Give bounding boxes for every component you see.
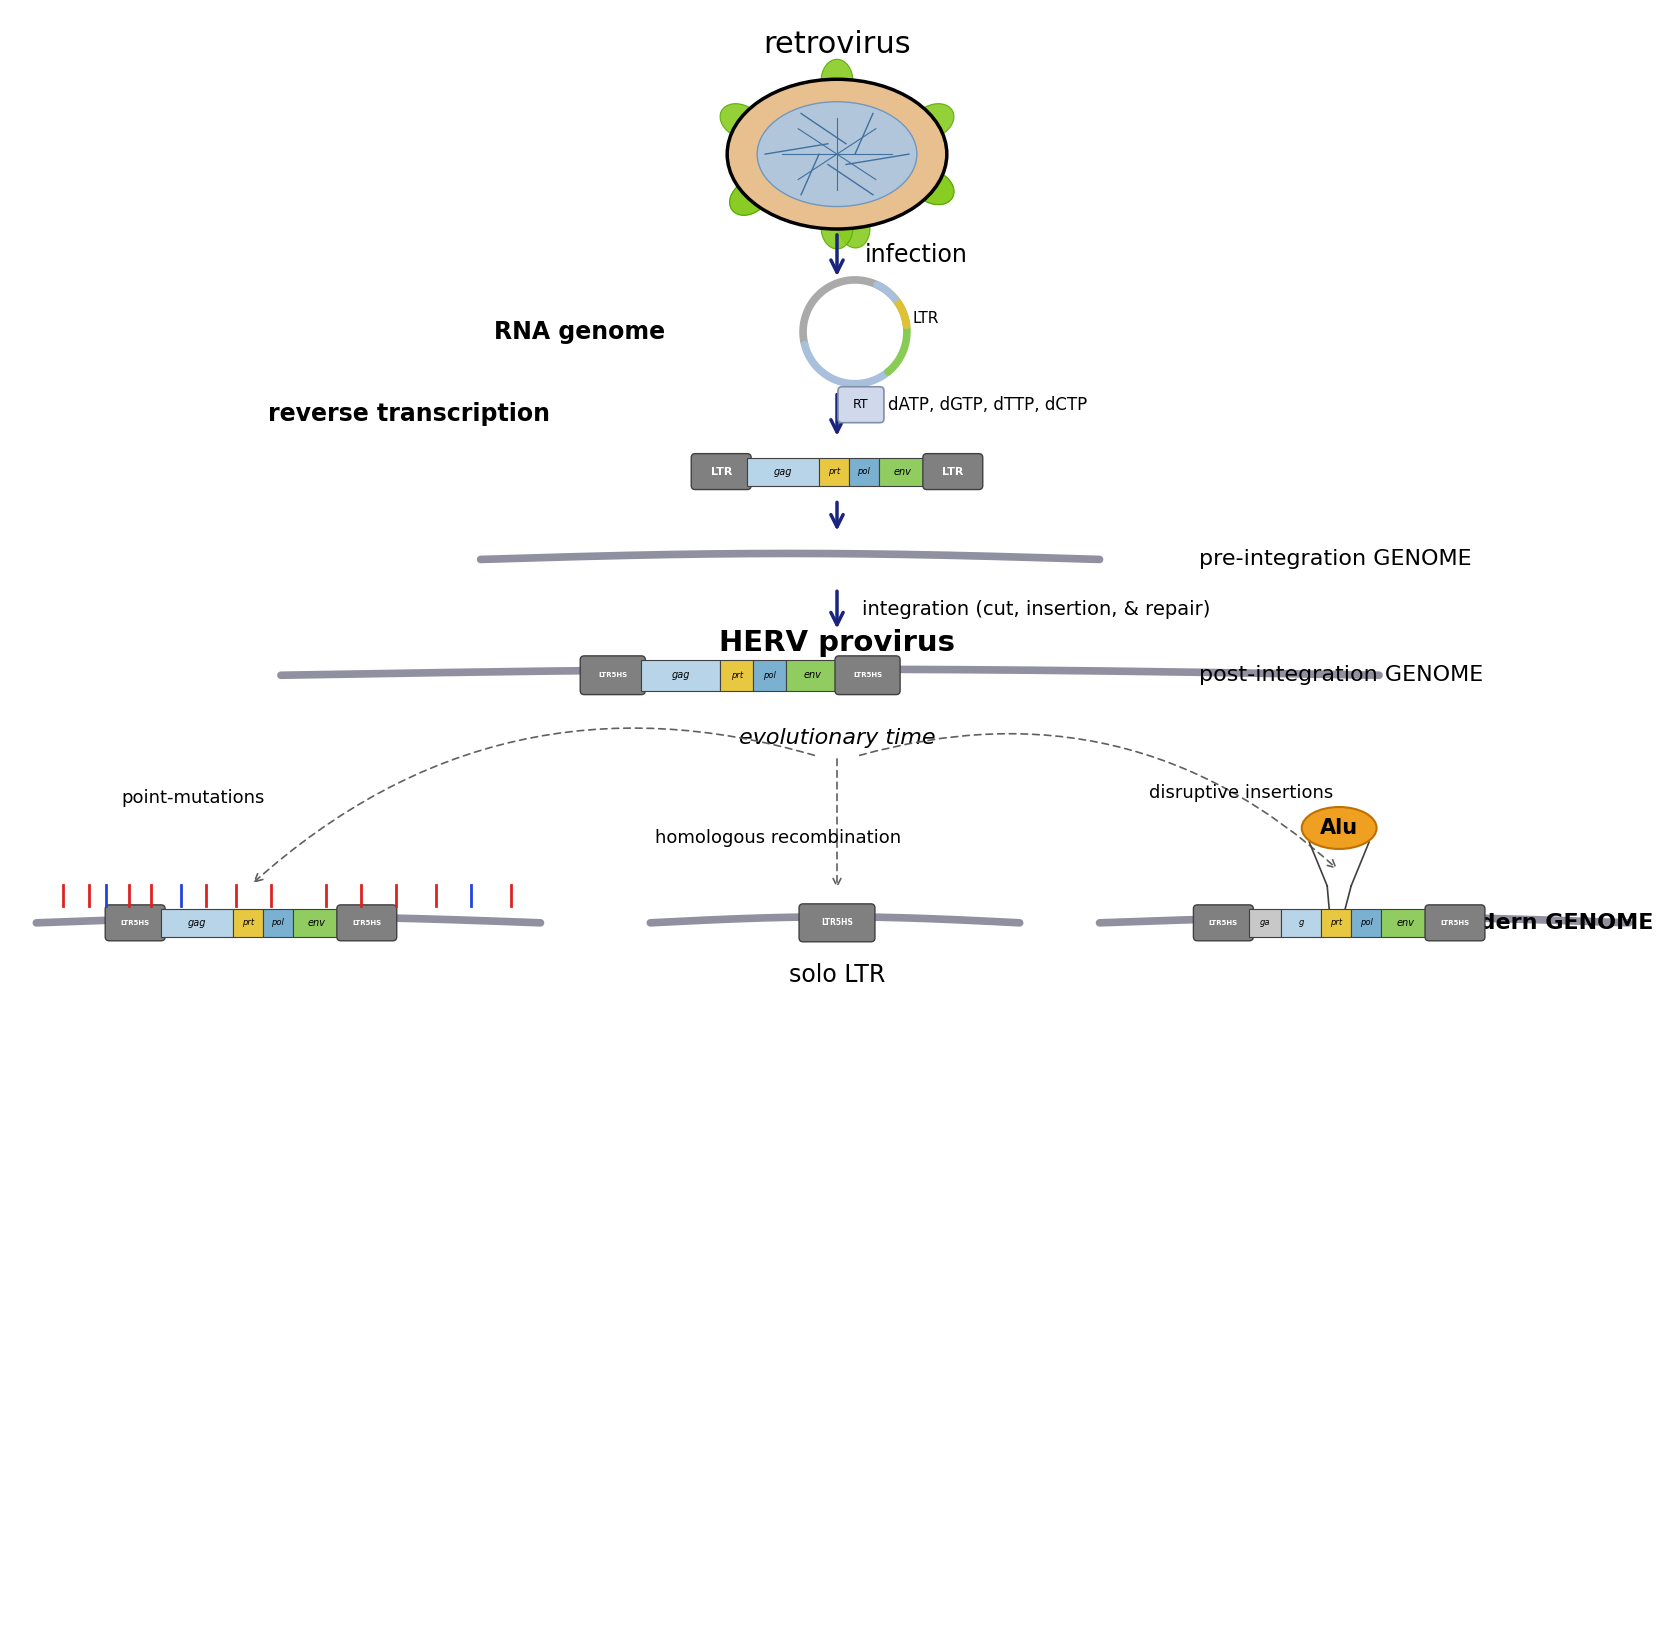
FancyBboxPatch shape	[838, 386, 884, 422]
Text: LTR5HS: LTR5HS	[853, 672, 883, 679]
Bar	[1352, 909, 1382, 937]
FancyBboxPatch shape	[692, 453, 750, 490]
Text: env: env	[804, 670, 821, 680]
Bar	[263, 909, 293, 937]
Bar	[161, 909, 233, 937]
Text: LTR5HS: LTR5HS	[121, 920, 149, 925]
Text: homologous recombination: homologous recombination	[655, 830, 901, 848]
Bar	[293, 909, 340, 937]
Ellipse shape	[730, 179, 770, 215]
Bar	[1382, 909, 1429, 937]
Text: pre-integration GENOME: pre-integration GENOME	[1199, 549, 1472, 570]
Text: modern GENOME: modern GENOME	[1440, 914, 1653, 933]
FancyBboxPatch shape	[836, 656, 899, 695]
FancyBboxPatch shape	[1425, 905, 1486, 941]
Text: RT: RT	[853, 398, 869, 411]
Bar	[819, 458, 849, 486]
Text: retrovirus: retrovirus	[764, 30, 911, 59]
Bar	[747, 458, 819, 486]
Text: pol: pol	[1360, 918, 1372, 927]
Bar	[849, 458, 879, 486]
Text: evolutionary time: evolutionary time	[739, 728, 935, 748]
Text: ga: ga	[1260, 918, 1271, 927]
Text: prt: prt	[1330, 918, 1342, 927]
Text: LTR5HS: LTR5HS	[352, 920, 382, 925]
Ellipse shape	[727, 79, 946, 228]
Text: gag: gag	[774, 467, 792, 476]
Text: pol: pol	[271, 918, 285, 927]
Text: Alu: Alu	[1320, 818, 1358, 838]
Bar	[879, 458, 926, 486]
Text: LTR5HS: LTR5HS	[821, 918, 853, 927]
FancyBboxPatch shape	[337, 905, 397, 941]
Ellipse shape	[838, 204, 869, 248]
Bar	[233, 909, 263, 937]
Text: disruptive insertions: disruptive insertions	[1149, 784, 1333, 802]
Text: LTR: LTR	[941, 467, 963, 476]
Ellipse shape	[913, 169, 955, 205]
Bar	[642, 660, 720, 690]
Bar	[786, 660, 839, 690]
Text: LTR5HS: LTR5HS	[598, 672, 628, 679]
Text: env: env	[1397, 918, 1414, 928]
Text: reverse transcription: reverse transcription	[268, 401, 551, 426]
Bar	[1322, 909, 1352, 937]
FancyBboxPatch shape	[106, 905, 166, 941]
Text: post-integration GENOME: post-integration GENOME	[1199, 665, 1484, 685]
Text: LTR5HS: LTR5HS	[1440, 920, 1469, 925]
Text: infection: infection	[864, 243, 968, 268]
Text: point-mutations: point-mutations	[121, 789, 265, 807]
Ellipse shape	[720, 104, 762, 138]
Text: gag: gag	[188, 918, 206, 928]
Ellipse shape	[913, 169, 955, 205]
Text: HERV provirus: HERV provirus	[719, 629, 955, 657]
Ellipse shape	[821, 59, 853, 104]
Text: LTR5HS: LTR5HS	[1209, 920, 1238, 925]
Text: pol: pol	[764, 670, 776, 680]
FancyBboxPatch shape	[1193, 905, 1253, 941]
Ellipse shape	[757, 102, 916, 207]
Text: integration (cut, insertion, & repair): integration (cut, insertion, & repair)	[863, 600, 1211, 619]
Bar	[1250, 909, 1281, 937]
Text: env: env	[894, 467, 911, 476]
FancyBboxPatch shape	[580, 656, 645, 695]
Text: LTR: LTR	[710, 467, 732, 476]
Ellipse shape	[1301, 807, 1377, 849]
Bar	[720, 660, 754, 690]
Text: solo LTR: solo LTR	[789, 963, 884, 987]
Bar	[754, 660, 786, 690]
Ellipse shape	[730, 179, 770, 215]
Text: dATP, dGTP, dTTP, dCTP: dATP, dGTP, dTTP, dCTP	[888, 396, 1087, 414]
Text: pol: pol	[858, 467, 871, 476]
FancyBboxPatch shape	[923, 453, 983, 490]
Bar	[1281, 909, 1322, 937]
Text: env: env	[308, 918, 327, 928]
Ellipse shape	[821, 205, 853, 250]
Text: prt: prt	[827, 467, 841, 476]
Text: RNA genome: RNA genome	[494, 320, 665, 343]
Text: g: g	[1298, 918, 1303, 927]
Ellipse shape	[913, 104, 955, 138]
Text: prt: prt	[730, 670, 744, 680]
Text: prt: prt	[241, 918, 255, 927]
FancyBboxPatch shape	[799, 904, 874, 941]
Text: LTR: LTR	[913, 312, 940, 327]
Text: gag: gag	[672, 670, 690, 680]
